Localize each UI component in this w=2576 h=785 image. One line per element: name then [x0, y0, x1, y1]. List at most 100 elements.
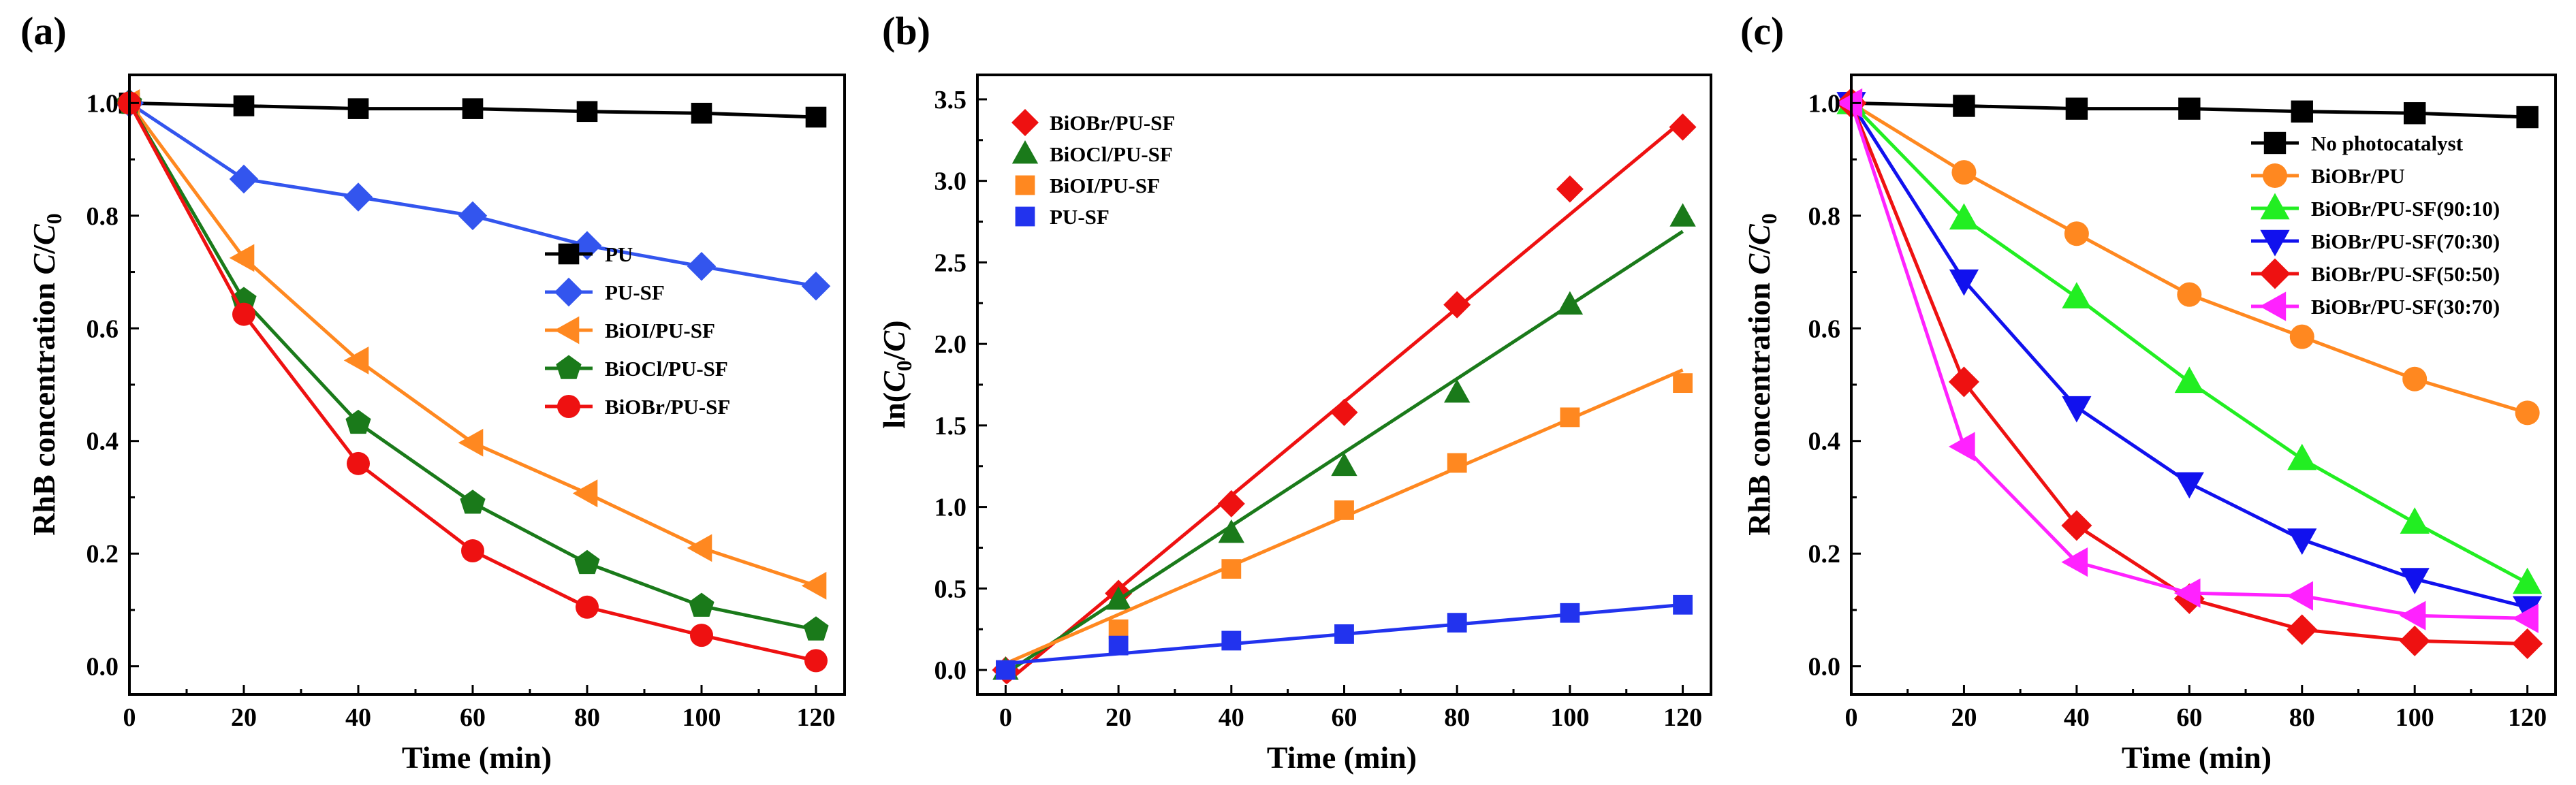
panel-a-legend-entry: PU	[545, 242, 633, 266]
panel-c-legend-entry: BiOBr/PU-SF(90:10)	[2251, 193, 2500, 221]
data-point	[1673, 594, 1693, 615]
data-point	[804, 649, 828, 673]
data-point	[689, 592, 714, 617]
panel-c-series-biobr-pu	[1839, 91, 2540, 426]
data-point	[2287, 614, 2318, 645]
legend-marker	[558, 243, 580, 265]
panel-b-y-tick-label: 0.5	[934, 575, 967, 603]
panel-a-series-pu-sf	[114, 89, 831, 301]
legend-label: BiOBr/PU-SF(50:50)	[2311, 262, 2500, 286]
panel-c-label: (c)	[1740, 9, 1784, 53]
legend-label: BiOBr/PU-SF(90:10)	[2311, 197, 2500, 221]
panel-c-x-tick-label: 40	[2064, 703, 2090, 732]
panel-c-y-axis-title: RhB concentration C/C0	[1742, 213, 1781, 535]
panel-b-y-tick-label: 2.0	[934, 330, 967, 359]
panel-b-x-axis-title: Time (min)	[1267, 740, 1417, 775]
panel-b-legend-entry: BiOCl/PU-SF	[1011, 140, 1173, 166]
legend-marker	[556, 355, 582, 379]
data-point	[691, 102, 712, 124]
data-point	[801, 571, 827, 600]
panel-c-legend-entry: BiOBr/PU	[2251, 163, 2405, 188]
panel-a-x-tick-label: 40	[345, 703, 371, 732]
data-point	[2062, 396, 2092, 423]
data-point	[2400, 568, 2430, 594]
panel-c-y-tick-label: 1.0	[1808, 89, 1841, 118]
data-point	[1560, 407, 1580, 428]
panel-c-legend-entry: BiOBr/PU-SF(70:30)	[2251, 229, 2500, 257]
panel-a-series-biobr-pu-sf	[118, 91, 828, 673]
panel-b-legend-entry: PU-SF	[1015, 205, 1110, 229]
legend-marker	[2259, 258, 2291, 289]
legend-label: BiOI/PU-SF	[1050, 174, 1160, 197]
data-point	[1560, 603, 1580, 623]
legend-label: BiOCl/PU-SF	[1050, 142, 1173, 166]
data-point	[1953, 95, 1975, 117]
data-point	[1334, 500, 1354, 520]
data-point	[2289, 324, 2314, 349]
panel-a-x-tick-label: 80	[574, 703, 600, 732]
panel-a-y-tick-label: 0.2	[87, 540, 119, 568]
panel-a-y-tick-label: 0.4	[87, 428, 119, 456]
data-point	[2512, 603, 2539, 633]
data-point	[1447, 613, 1467, 633]
panel-b-x-tick-label: 20	[1105, 703, 1131, 732]
panel-a-legend-entry: PU-SF	[545, 277, 665, 307]
panel-a-y-tick-label: 0.8	[87, 202, 119, 231]
panel-b-legend-entry: BiOI/PU-SF	[1015, 174, 1160, 197]
data-point	[805, 106, 827, 128]
data-point	[1836, 88, 1863, 118]
panel-c-legend: No photocatalyst BiOBr/PU BiOBr/PU-SF(90:1…	[2251, 131, 2500, 321]
data-point	[1443, 379, 1471, 403]
data-point	[1330, 398, 1358, 426]
panel-c-x-tick-label: 20	[1951, 703, 1977, 732]
legend-label: BiOBr/PU	[2311, 164, 2405, 188]
data-point	[2399, 625, 2430, 656]
data-point	[345, 409, 371, 434]
data-point	[2512, 628, 2543, 660]
panel-a-x-tick-label: 0	[123, 703, 136, 732]
data-point	[2513, 596, 2543, 623]
data-point	[2062, 282, 2092, 308]
panel-a-x-tick-label: 60	[460, 703, 486, 732]
panel-b-y-tick-label: 3.0	[934, 167, 967, 196]
panel-a-x-tick-label: 20	[231, 703, 257, 732]
data-point	[690, 624, 713, 647]
panel-c-x-tick-label: 120	[2508, 703, 2547, 732]
panel-c-x-axis-title: Time (min)	[2122, 740, 2272, 775]
legend-label: BiOBr/PU-SF	[605, 395, 730, 419]
legend-label: BiOBr/PU-SF(70:30)	[2311, 229, 2500, 253]
data-point	[2064, 221, 2089, 246]
panel-a-plot-frame	[128, 74, 846, 696]
data-point	[460, 490, 486, 514]
data-point	[803, 616, 829, 641]
data-point	[233, 95, 255, 116]
panel-b-series-biocl-pu-sf	[992, 203, 1696, 680]
panel-b: (b) BiOBr/PU-SF BiOCl/PU-SF BiOI/PU-SF PU-S…	[877, 9, 1712, 775]
panel-c-x-tick-label: 100	[2396, 703, 2434, 732]
panel-b-series-biobr-pu-sf	[992, 113, 1697, 685]
data-point	[2174, 366, 2204, 394]
data-point	[2404, 102, 2426, 125]
legend-label: BiOI/PU-SF	[605, 319, 715, 342]
data-point	[1221, 559, 1242, 579]
data-point	[1108, 635, 1129, 656]
legend-marker	[1011, 140, 1039, 164]
legend-marker	[1015, 206, 1035, 227]
data-point	[2061, 547, 2088, 577]
panel-b-legend: BiOBr/PU-SF BiOCl/PU-SF BiOI/PU-SF PU-SF	[1011, 109, 1175, 229]
data-point	[2516, 106, 2539, 129]
panel-c-y-tick-label: 0.8	[1808, 202, 1841, 231]
panel-a-legend: PU PU-SF BiOI/PU-SF BiOCl/PU-SF BiOBr/PU-SF	[545, 242, 730, 419]
legend-marker	[2263, 163, 2287, 188]
data-point	[2178, 97, 2201, 120]
data-point	[1556, 291, 1584, 315]
panel-c-axes: 0 20 40 60 80 100 120 0.0 0.2 0.4 0.6 0.8 1.0	[1808, 74, 2557, 732]
panel-b-y-tick-label: 1.0	[934, 494, 967, 522]
data-point	[572, 479, 598, 508]
legend-marker	[2260, 229, 2290, 257]
data-point	[343, 182, 373, 212]
panel-b-x-tick-label: 0	[999, 703, 1012, 732]
panel-b-series	[992, 113, 1697, 685]
data-point	[1669, 203, 1696, 227]
legend-marker	[1015, 175, 1035, 195]
